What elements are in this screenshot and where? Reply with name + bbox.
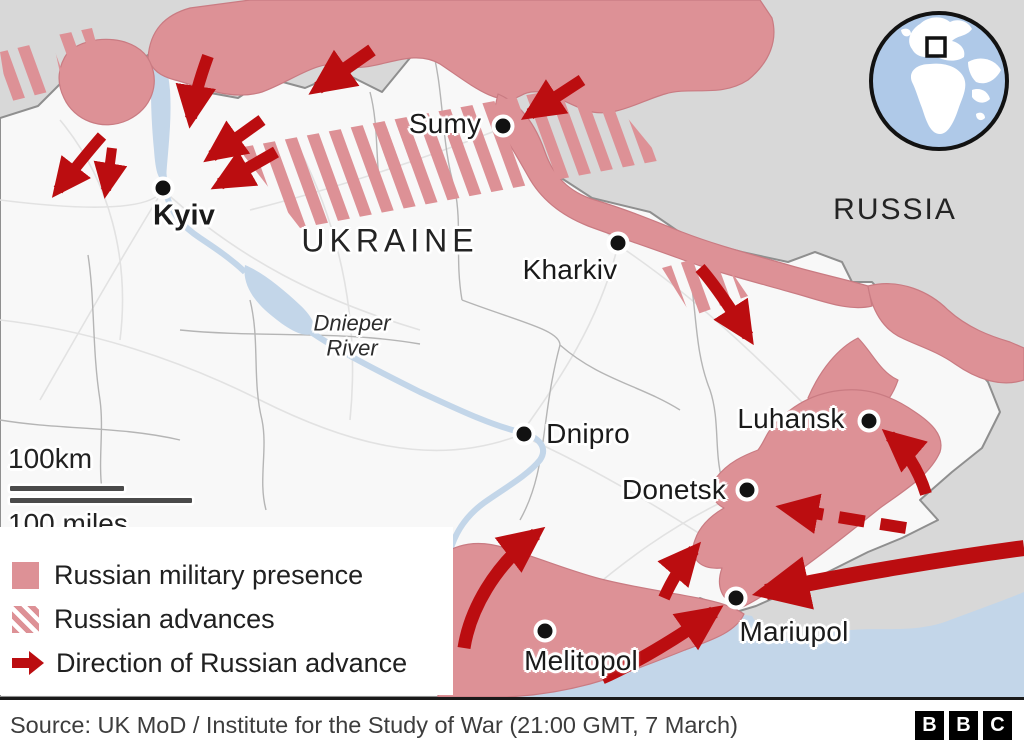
scale-label-km: 100km bbox=[8, 443, 93, 474]
bbc-logo-block-3: C bbox=[983, 710, 1012, 740]
scale-bar-miles bbox=[10, 498, 192, 503]
legend-label-presence: Russian military presence bbox=[54, 559, 364, 590]
city-dot-mariupol bbox=[724, 586, 748, 610]
city-label-luhansk: Luhansk bbox=[737, 403, 845, 434]
legend-label-advances: Russian advances bbox=[54, 603, 275, 634]
city-dot-donetsk bbox=[735, 478, 759, 502]
advance-arrows bbox=[51, 44, 1024, 684]
city-label-mariupol: Mariupol bbox=[739, 616, 849, 647]
legend-row-presence: Russian military presence bbox=[12, 553, 453, 597]
legend-row-direction: Direction of Russian advance bbox=[12, 641, 453, 685]
bbc-logo: B B C bbox=[915, 710, 1012, 740]
country-label-russia: RUSSIA bbox=[833, 193, 957, 226]
advances-swatch-icon bbox=[12, 605, 39, 633]
city-dot-melitopol bbox=[533, 619, 557, 643]
bbc-logo-block-2: B bbox=[949, 710, 978, 740]
bbc-logo-block-1: B bbox=[915, 710, 944, 740]
presence-swatch-icon bbox=[12, 561, 39, 589]
city-label-donetsk: Donetsk bbox=[621, 474, 727, 505]
city-label-dnipro: Dnipro bbox=[546, 418, 630, 449]
city-label-melitopol: Melitopol bbox=[524, 645, 638, 676]
river-label-line1: Dnieper bbox=[313, 310, 391, 336]
legend-row-advances: Russian advances bbox=[12, 597, 453, 641]
scale-bar-km bbox=[10, 486, 124, 491]
globe-locator-inset bbox=[869, 11, 1009, 151]
map-legend: Russian military presence Russian advanc… bbox=[0, 527, 453, 695]
city-dot-sumy bbox=[491, 114, 515, 138]
city-dot-luhansk bbox=[857, 409, 881, 433]
city-dot-dnipro bbox=[512, 422, 536, 446]
country-label-ukraine: UKRAINE bbox=[301, 222, 479, 259]
globe-locator-square bbox=[925, 36, 947, 58]
legend-label-direction: Direction of Russian advance bbox=[56, 647, 408, 678]
footer-bar: Source: UK MoD / Institute for the Study… bbox=[0, 697, 1024, 750]
city-label-sumy: Sumy bbox=[408, 108, 482, 139]
city-label-kharkiv: Kharkiv bbox=[522, 254, 618, 285]
oblast-borders bbox=[0, 39, 723, 521]
globe-landmasses bbox=[901, 17, 1001, 134]
river-label-line2: River bbox=[326, 335, 378, 360]
city-dot-kyiv bbox=[151, 176, 175, 200]
city-label-kyiv: Kyiv bbox=[152, 199, 216, 232]
city-dot-kharkiv bbox=[606, 231, 630, 255]
source-attribution: Source: UK MoD / Institute for the Study… bbox=[10, 711, 738, 738]
river-label: Dnieper River bbox=[313, 311, 390, 360]
advance-arrow-icon bbox=[12, 651, 44, 675]
